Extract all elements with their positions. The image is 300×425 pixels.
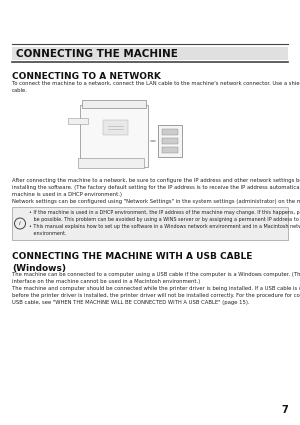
Text: CONNECTING THE MACHINE WITH A USB CABLE: CONNECTING THE MACHINE WITH A USB CABLE [12, 252, 252, 261]
Text: CONNECTING TO A NETWORK: CONNECTING TO A NETWORK [12, 72, 161, 81]
Bar [78, 158, 144, 168]
Text: To connect the machine to a network, connect the LAN cable to the machine's netw: To connect the machine to a network, con… [12, 81, 300, 93]
Text: After connecting the machine to a network, be sure to configure the IP address a: After connecting the machine to a networ… [12, 178, 300, 204]
Text: The machine can be connected to a computer using a USB cable if the computer is : The machine can be connected to a comput… [12, 272, 300, 305]
Bar [12, 207, 288, 240]
Bar [162, 147, 178, 153]
Text: 7: 7 [281, 405, 288, 415]
Bar [82, 100, 146, 108]
Text: i: i [19, 221, 21, 226]
FancyBboxPatch shape [68, 118, 88, 124]
Bar [12, 47, 288, 60]
Bar [158, 125, 182, 157]
Text: CONNECTING THE MACHINE: CONNECTING THE MACHINE [16, 48, 178, 59]
Bar [80, 105, 148, 167]
Bar [162, 129, 178, 135]
Text: • If the machine is used in a DHCP environment, the IP address of the machine ma: • If the machine is used in a DHCP envir… [29, 210, 300, 236]
Text: (Windows): (Windows) [12, 264, 66, 273]
Bar [103, 120, 128, 135]
Bar [162, 138, 178, 144]
